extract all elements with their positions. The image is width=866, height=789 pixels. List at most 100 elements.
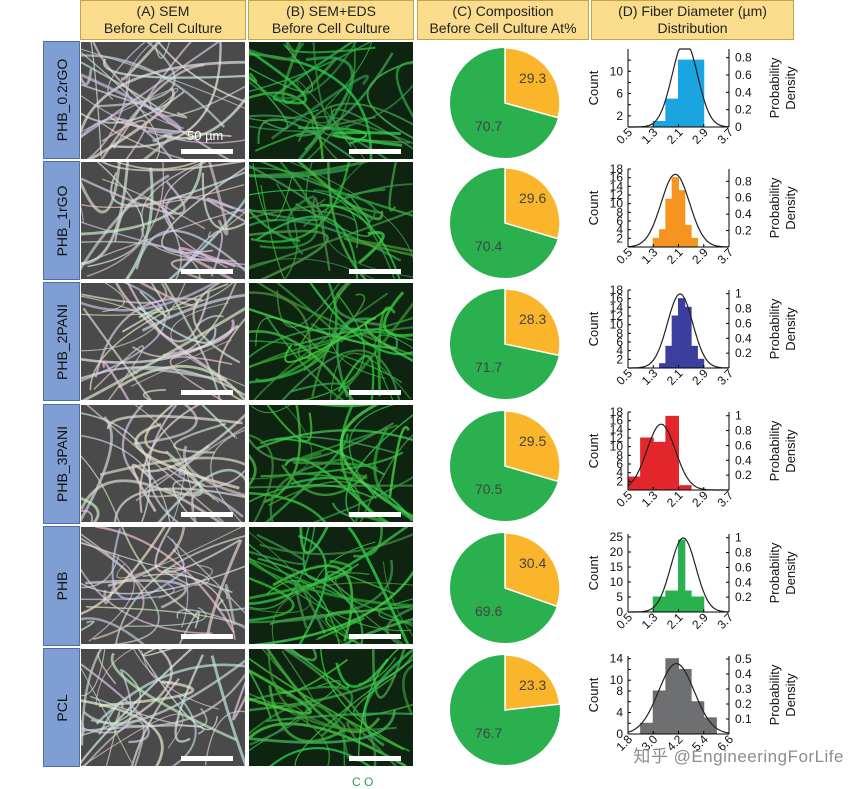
fiber-strand — [316, 405, 374, 408]
x-tick-label: 3.7 — [714, 366, 736, 388]
scale-bar — [349, 149, 401, 154]
y-tick-label: 5 — [616, 590, 623, 604]
row-label-phb-0-2rgo: PHB_0.2rGO — [43, 41, 80, 159]
header-composition: (C) Composition Before Cell Culture At% — [417, 0, 589, 40]
fiber-strand — [94, 297, 203, 378]
pie-chart: 71.7 28.3 — [450, 288, 561, 399]
fiber-strand — [102, 58, 245, 79]
fiber-strand — [373, 427, 413, 522]
histogram-bar — [678, 539, 686, 613]
fiber-strand — [85, 606, 245, 630]
y-tick-label: 4 — [616, 466, 623, 480]
pie-label-c: 70.5 — [475, 481, 502, 497]
fiber-strand — [93, 345, 145, 400]
fiber-strand — [249, 685, 354, 738]
fiber-strand — [249, 167, 349, 179]
fiber-strand — [81, 568, 213, 635]
fiber-strand — [135, 426, 245, 502]
fiber-strand — [382, 291, 413, 337]
y-tick-label: 8 — [616, 684, 623, 698]
scale-bar — [349, 269, 401, 274]
fiber-strand — [249, 291, 312, 360]
fiber-strand — [81, 324, 239, 364]
fiber-strand — [260, 162, 413, 217]
fiber-strand — [299, 424, 399, 460]
fiber-strand — [81, 283, 234, 316]
x-tick-label: 1.3 — [639, 610, 661, 632]
y2-tick-label: 0.2 — [735, 346, 752, 360]
fiber-strand — [252, 163, 293, 222]
fiber-strand — [395, 61, 413, 119]
x-tick-label: 1.3 — [639, 125, 661, 147]
row-label-phb-1rgo: PHB_1rGO — [43, 161, 80, 280]
histogram-bar — [690, 701, 705, 735]
pie-slice-o — [504, 654, 561, 711]
y-tick-label: 10 — [610, 673, 624, 687]
pie-label-o: 29.3 — [519, 70, 546, 86]
fiber-strand — [249, 91, 324, 159]
fiber-strand — [266, 712, 413, 723]
fiber-strand — [81, 60, 245, 136]
y-tick-label: 8 — [616, 448, 623, 462]
fiber-strand — [81, 668, 132, 734]
histogram-bar — [684, 306, 692, 369]
fiber-strand — [207, 211, 245, 238]
fiber-strand — [249, 709, 396, 744]
fiber-strand — [312, 476, 413, 522]
y-tick-label: 6 — [616, 87, 623, 101]
fiber-strand — [313, 189, 376, 224]
fiber-strand — [249, 162, 370, 178]
header-sem-eds-line2: Before Cell Culture — [271, 20, 391, 36]
fiber-strand — [253, 292, 389, 400]
fiber-strand — [121, 306, 163, 333]
fiber-strand — [81, 206, 84, 224]
fiber-strand — [388, 426, 410, 497]
y2-tick-label: 0.3 — [735, 682, 752, 696]
fiber-strand — [133, 405, 198, 446]
fiber-strand — [124, 607, 207, 627]
pie-label-c: 69.6 — [475, 603, 502, 619]
y-axis-title: Count — [586, 190, 601, 225]
fiber-strand — [116, 527, 243, 579]
fiber-strand — [113, 42, 192, 149]
fiber-strand — [157, 42, 245, 103]
fiber-strand — [336, 317, 374, 398]
fiber-strand — [326, 570, 395, 601]
histogram-bar — [652, 237, 661, 248]
fiber-strand — [210, 429, 245, 522]
fiber-strand — [232, 680, 245, 721]
sem-eds-image — [248, 41, 414, 160]
y2-tick-label: 0.1 — [735, 712, 752, 726]
fiber-strand — [121, 405, 144, 480]
fiber-strand — [295, 52, 394, 137]
fiber-strand — [115, 283, 228, 382]
x-tick-label: 3.7 — [714, 610, 736, 632]
fiber-strand — [335, 572, 405, 644]
fiber-strand — [269, 747, 371, 766]
fiber-strand — [136, 305, 217, 344]
fiber-strand — [249, 434, 274, 522]
pie-label-o: 30.4 — [519, 555, 546, 571]
pie-label-c: 70.4 — [475, 238, 502, 254]
fiber-strand — [81, 617, 145, 644]
y-tick-label: 20 — [610, 545, 624, 559]
fiber-strand — [81, 295, 159, 335]
row-label-phb-2pani: PHB_2PANI — [43, 282, 80, 401]
fiber-strand — [115, 535, 245, 644]
fiber-strand — [88, 87, 176, 159]
x-tick-label: 1.3 — [639, 245, 661, 267]
y-tick-label: 2 — [616, 474, 623, 488]
fiber-strand — [86, 405, 225, 522]
y2-tick-label: 0.2 — [735, 590, 752, 604]
fiber-strand — [81, 649, 106, 697]
fiber-strand — [201, 172, 245, 231]
sem-image — [80, 41, 246, 160]
y2-tick-label: 1 — [735, 287, 742, 301]
fiber-strand — [144, 405, 175, 455]
y2-axis-title: Density — [783, 673, 798, 717]
scale-bar — [181, 390, 233, 395]
fiber-strand — [328, 283, 386, 380]
y-axis-title: Count — [586, 555, 601, 590]
histogram-bar — [659, 363, 667, 369]
